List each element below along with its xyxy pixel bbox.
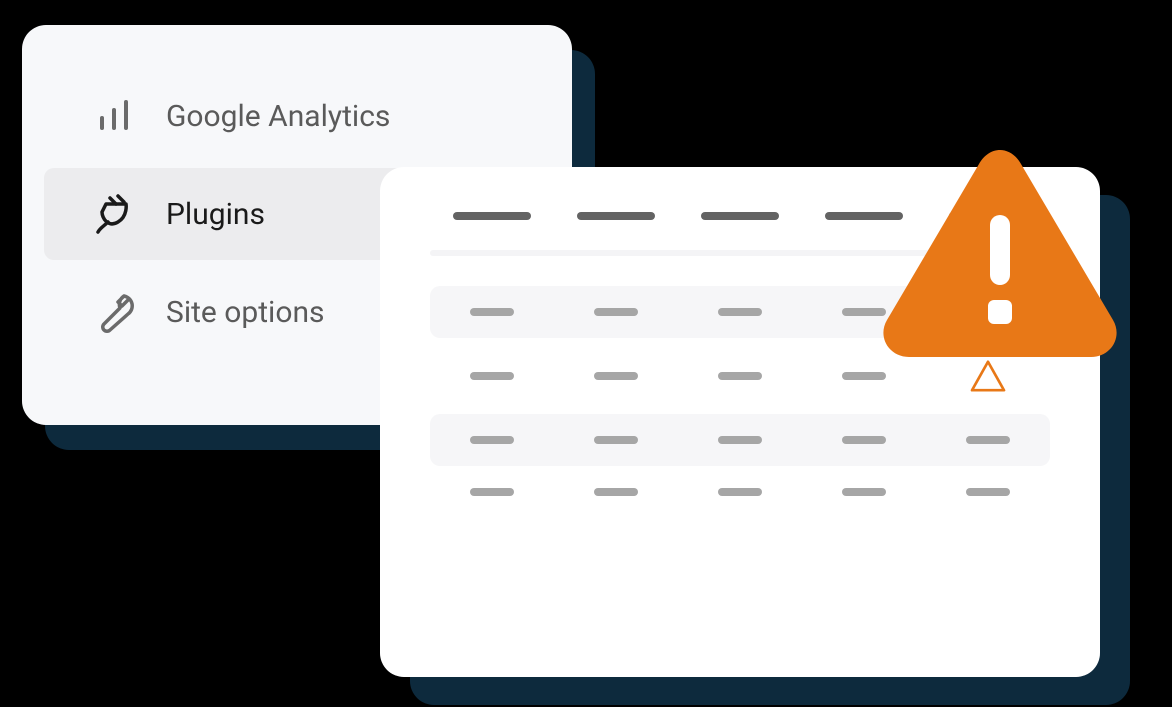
table-cell xyxy=(842,372,886,380)
table-cell xyxy=(470,488,514,496)
sidebar-item-label: Plugins xyxy=(166,197,265,232)
table-row[interactable] xyxy=(430,466,1050,518)
table-cell xyxy=(594,436,638,444)
table-cell xyxy=(718,372,762,380)
table-cell xyxy=(966,488,1010,496)
analytics-icon xyxy=(94,94,138,138)
warning-icon xyxy=(880,145,1120,360)
warning-small-icon xyxy=(970,360,1006,392)
wrench-icon xyxy=(94,290,138,334)
table-cell xyxy=(470,308,514,316)
table-cell xyxy=(470,372,514,380)
table-cell xyxy=(718,488,762,496)
sidebar-item-label: Site options xyxy=(166,295,325,330)
table-cell xyxy=(718,436,762,444)
column-header xyxy=(453,212,531,220)
column-header xyxy=(577,212,655,220)
row-status xyxy=(936,360,1040,392)
table-cell xyxy=(594,308,638,316)
table-cell xyxy=(470,436,514,444)
column-header xyxy=(701,212,779,220)
table-cell xyxy=(718,308,762,316)
table-cell xyxy=(594,488,638,496)
table-cell xyxy=(842,488,886,496)
table-cell xyxy=(842,436,886,444)
table-cell xyxy=(966,436,1010,444)
sidebar-item-label: Google Analytics xyxy=(166,99,390,134)
table-row[interactable] xyxy=(430,414,1050,466)
plugin-icon xyxy=(94,192,138,236)
sidebar-item-google-analytics[interactable]: Google Analytics xyxy=(44,70,550,162)
table-cell xyxy=(594,372,638,380)
